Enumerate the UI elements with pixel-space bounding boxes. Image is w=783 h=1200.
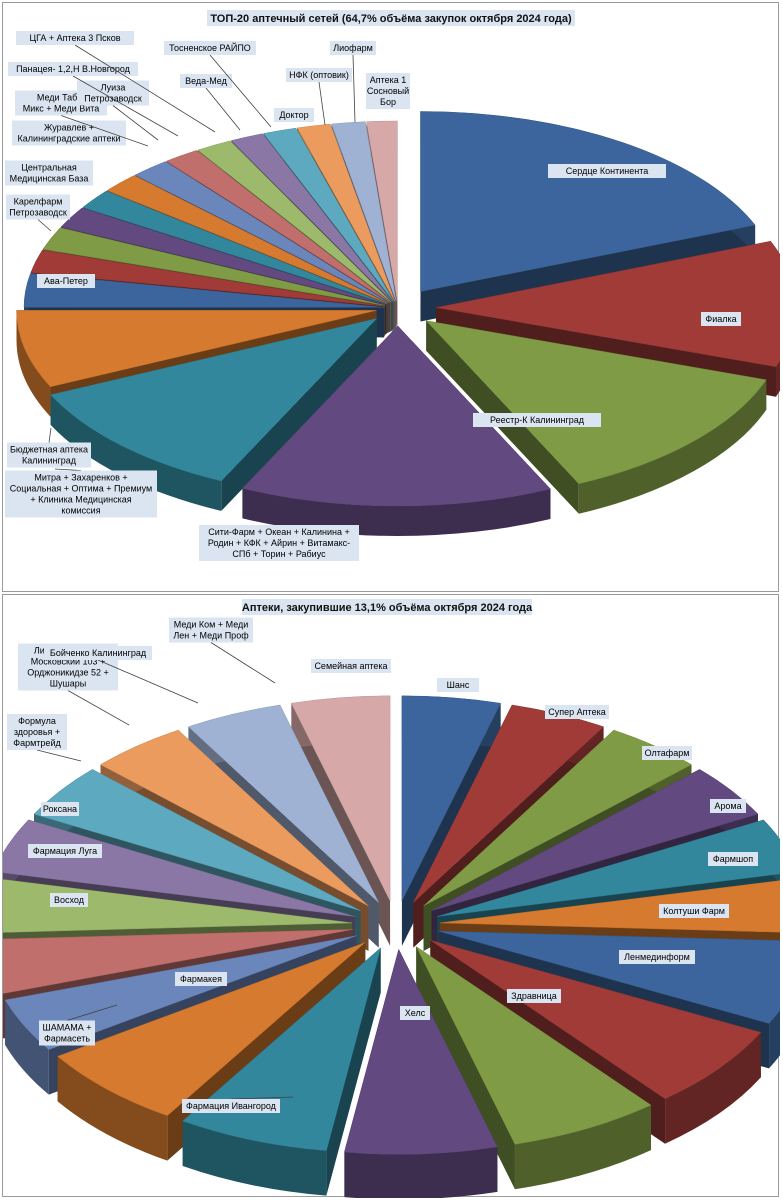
data-label-2: Супер Аптека: [545, 705, 609, 719]
data-label-10: Журавлев + Калининградские аптеки: [12, 120, 126, 146]
data-label-15: Веда-Мед: [180, 74, 241, 131]
svg-text:Ава-Петер: Ава-Петер: [44, 276, 88, 286]
data-label-15: Роксана: [41, 802, 79, 816]
data-label-3: Олтафарм: [642, 746, 692, 760]
chart-title: Аптеки, закупившие 13,1% объёма октября …: [242, 599, 533, 615]
pie-slice-4: [241, 325, 551, 536]
data-label-10: Фармация Ивангород: [182, 1096, 294, 1113]
svg-text:Аптеки, закупившие 13,1% объём: Аптеки, закупившие 13,1% объёма октября …: [242, 602, 533, 614]
svg-text:Здравница: Здравница: [511, 991, 557, 1001]
svg-text:Фиалка: Фиалка: [705, 314, 736, 324]
svg-text:Арома: Арома: [714, 801, 741, 811]
data-label-7: Ава-Петер: [37, 274, 95, 288]
data-label-5: Митра + Захаренков + Социальная + Оптима …: [5, 468, 157, 518]
data-label-8: Карелфарм Петрозаводск: [6, 194, 70, 232]
data-label-6: Колтуши Фарм: [659, 904, 729, 918]
chart-title: ТОП-20 аптечный сетей (64,7% объёма заку…: [207, 10, 575, 26]
data-label-16: Формула здоровья + Фармтрейд: [7, 714, 82, 762]
data-label-1: Шанс: [437, 678, 479, 692]
data-label-9: Хелс: [400, 1006, 430, 1020]
svg-text:Семейная аптека: Семейная аптека: [314, 661, 387, 671]
data-labels: Шанс Супер Аптека Олтафарм Арома Фармшоп Колт…: [7, 617, 758, 1113]
data-label-16: Тосненское РАЙПО: [164, 41, 272, 128]
data-label-20: Семейная аптека: [311, 659, 391, 673]
pie-slice-10: [344, 948, 498, 1198]
data-label-4: Арома: [710, 799, 746, 813]
svg-text:ТОП-20 аптечный сетей (64,7% о: ТОП-20 аптечный сетей (64,7% объёма заку…: [210, 13, 572, 25]
data-label-8: Здравница: [507, 989, 561, 1003]
svg-text:Хелс: Хелс: [405, 1008, 426, 1018]
svg-text:ЦГА + Аптека 3 Псков: ЦГА + Аптека 3 Псков: [29, 33, 120, 43]
pie-slices: [16, 111, 780, 536]
svg-text:Восход: Восход: [54, 895, 85, 905]
svg-text:Роксана: Роксана: [43, 804, 77, 814]
svg-text:Фармация Ивангород: Фармация Ивангород: [186, 1101, 277, 1111]
svg-text:Бойченко Калининград: Бойченко Калининград: [50, 648, 147, 658]
data-label-4: Сити-Фарм + Океан + Калинина + Родин + КФ…: [199, 524, 359, 561]
svg-text:Реестр-К Калининград: Реестр-К Калининград: [490, 415, 585, 425]
svg-text:Журавлев +Калининградские апте: Журавлев + Калининградские аптеки: [18, 123, 121, 144]
data-label-19: Лиофарм: [330, 41, 376, 123]
data-label-19: Меди Ком + Меди Лен + Меди Проф: [169, 617, 276, 684]
data-label-13: Панацея- 1,2,Н В.Новгород: [8, 62, 179, 137]
data-label-5: Фармшоп: [708, 852, 758, 866]
svg-text:Ленмединформ: Ленмединформ: [624, 952, 690, 962]
data-label-14: Фармация Луга: [28, 844, 102, 858]
data-label-12: ШАМАМА + Фармасеть: [39, 1004, 118, 1046]
svg-text:НФК (оптовик): НФК (оптовик): [289, 70, 349, 80]
pie-chart-2: Аптеки, закупившие 13,1% объёма октября …: [3, 599, 780, 1198]
svg-text:Колтуши Фарм: Колтуши Фарм: [663, 906, 725, 916]
pie-slices: [3, 695, 780, 1198]
svg-text:Меди Таб +Микс + Меди Вита: Меди Таб + Микс + Меди Вита: [23, 93, 100, 114]
data-label-13: Восход: [50, 893, 88, 907]
svg-text:Супер Аптека: Супер Аптека: [548, 707, 605, 717]
svg-text:Веда-Мед: Веда-Мед: [185, 76, 227, 86]
svg-text:Сити-Фарм + Океан + Калинина +: Сити-Фарм + Океан + Калинина + Родин + КФ…: [208, 527, 350, 559]
data-label-18: Бойченко Калининград: [44, 646, 199, 704]
data-label-1: Сердце Континента: [548, 164, 666, 178]
data-label-18: НФК (оптовик): [286, 68, 352, 126]
data-label-2: Фиалка: [701, 312, 741, 326]
pie-slice-9: [415, 945, 652, 1190]
chart-pharmacies-13-percent: Аптеки, закупившие 13,1% объёма октября …: [2, 594, 780, 1198]
svg-text:Панацея- 1,2,Н В.Новгород: Панацея- 1,2,Н В.Новгород: [16, 64, 131, 74]
svg-text:Сердце Континента: Сердце Континента: [566, 166, 648, 176]
svg-text:Тосненское РАЙПО: Тосненское РАЙПО: [169, 42, 251, 53]
data-label-7: Ленмединформ: [619, 950, 695, 964]
data-label-6: Бюджетная аптека Калининград: [7, 427, 91, 468]
data-label-3: Реестр-К Калининград: [473, 413, 601, 427]
svg-text:Фармакея: Фармакея: [180, 974, 222, 984]
svg-text:Доктор: Доктор: [279, 110, 308, 120]
data-labels: Сердце Континента Фиалка Реестр-К Калининг…: [5, 31, 741, 561]
data-label-11: Фармакея: [175, 972, 227, 986]
svg-text:Фармшоп: Фармшоп: [713, 854, 753, 864]
pie-slice-5: [50, 318, 378, 511]
data-label-17: Доктор: [274, 108, 314, 122]
data-label-14: ЦГА + Аптека 3 Псков: [16, 31, 216, 133]
pie-chart-1: ТОП-20 аптечный сетей (64,7% объёма заку…: [5, 10, 780, 561]
data-label-20: Аптека 1 Сосновый Бор: [366, 73, 410, 109]
svg-text:Лиофарм: Лиофарм: [333, 43, 373, 53]
svg-text:ШАМАМА +Фармасеть: ШАМАМА + Фармасеть: [42, 1023, 91, 1044]
svg-text:Фармация Луга: Фармация Луга: [33, 846, 97, 856]
svg-text:Олтафарм: Олтафарм: [645, 748, 690, 758]
svg-text:Митра + Захаренков +Социальная: Митра + Захаренков + Социальная + Оптима …: [10, 473, 153, 516]
data-label-9: Центральная Медицинская База: [5, 160, 93, 186]
svg-text:Шанс: Шанс: [447, 680, 470, 690]
chart-top20-pharmacy-chains: ТОП-20 аптечный сетей (64,7% объёма заку…: [2, 2, 780, 592]
